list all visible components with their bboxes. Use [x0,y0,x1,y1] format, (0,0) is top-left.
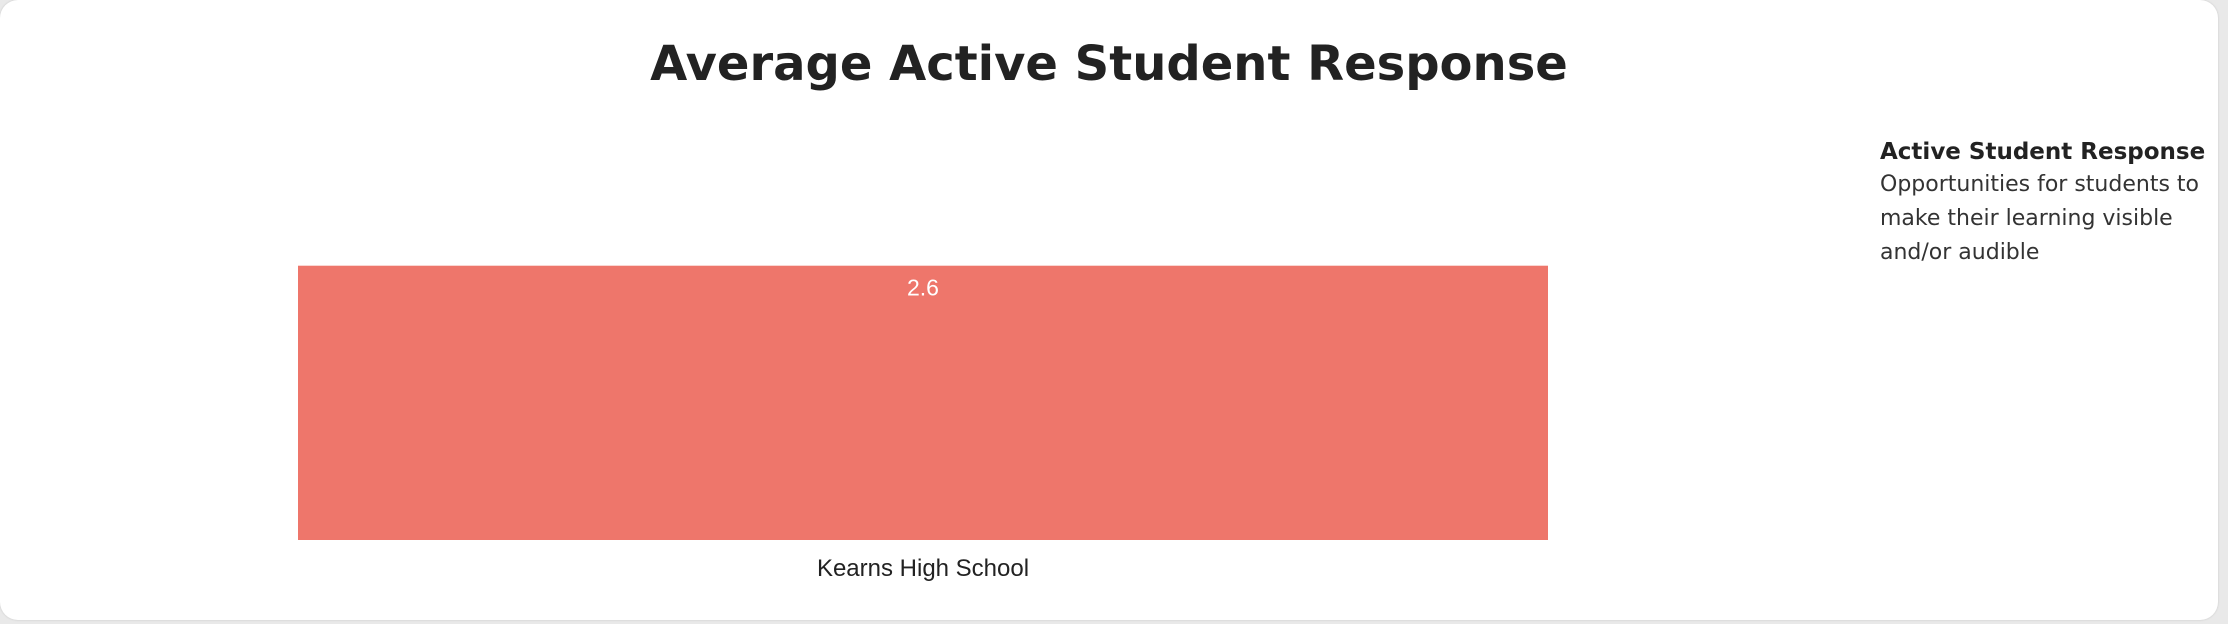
metric-description: Opportunities for students to make their… [1880,172,2199,265]
bar-value-label: 2.6 [907,275,939,301]
x-tick-label: Kearns High School [817,555,1029,582]
metric-description-panel: Active Student Response Opportunities fo… [1880,136,2206,270]
chart-title: Average Active Student Response [650,36,1568,92]
bar[interactable] [298,265,1548,540]
metric-name: Active Student Response [1880,139,2206,165]
